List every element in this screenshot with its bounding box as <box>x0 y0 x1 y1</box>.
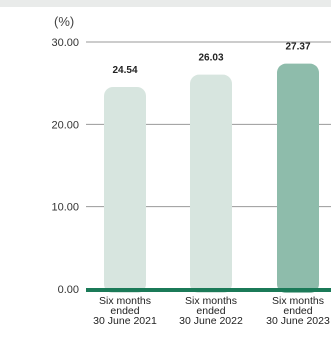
category-label: ended <box>110 305 139 317</box>
category-label: Six months <box>272 295 324 307</box>
category-label: 30 June 2021 <box>93 315 157 327</box>
baseline <box>86 288 331 292</box>
y-tick-label: 30.00 <box>51 37 79 49</box>
y-axis-unit: (%) <box>54 14 74 29</box>
category-label: 30 June 2023 <box>266 315 330 327</box>
category-label: Six months <box>185 295 237 307</box>
bar <box>104 86 146 293</box>
category-label: Six months <box>99 295 151 307</box>
x-axis-baseline <box>86 288 331 292</box>
top-border <box>0 0 331 7</box>
data-label: 27.37 <box>285 42 310 53</box>
value-labels: 24.54 26.03 27.37 <box>112 42 310 76</box>
bar <box>277 63 319 293</box>
category-label: ended <box>283 305 312 317</box>
category-label: 30 June 2022 <box>179 315 243 327</box>
data-label: 26.03 <box>198 53 223 64</box>
y-tick-label: 10.00 <box>51 202 79 214</box>
category-label: ended <box>196 305 225 317</box>
y-tick-label: 0.00 <box>58 284 79 296</box>
y-tick-label: 20.00 <box>51 119 79 131</box>
bars <box>104 63 319 293</box>
bar <box>190 74 232 293</box>
data-label: 24.54 <box>112 65 137 76</box>
y-tick-labels: 0.00 10.00 20.00 30.00 <box>51 37 79 296</box>
